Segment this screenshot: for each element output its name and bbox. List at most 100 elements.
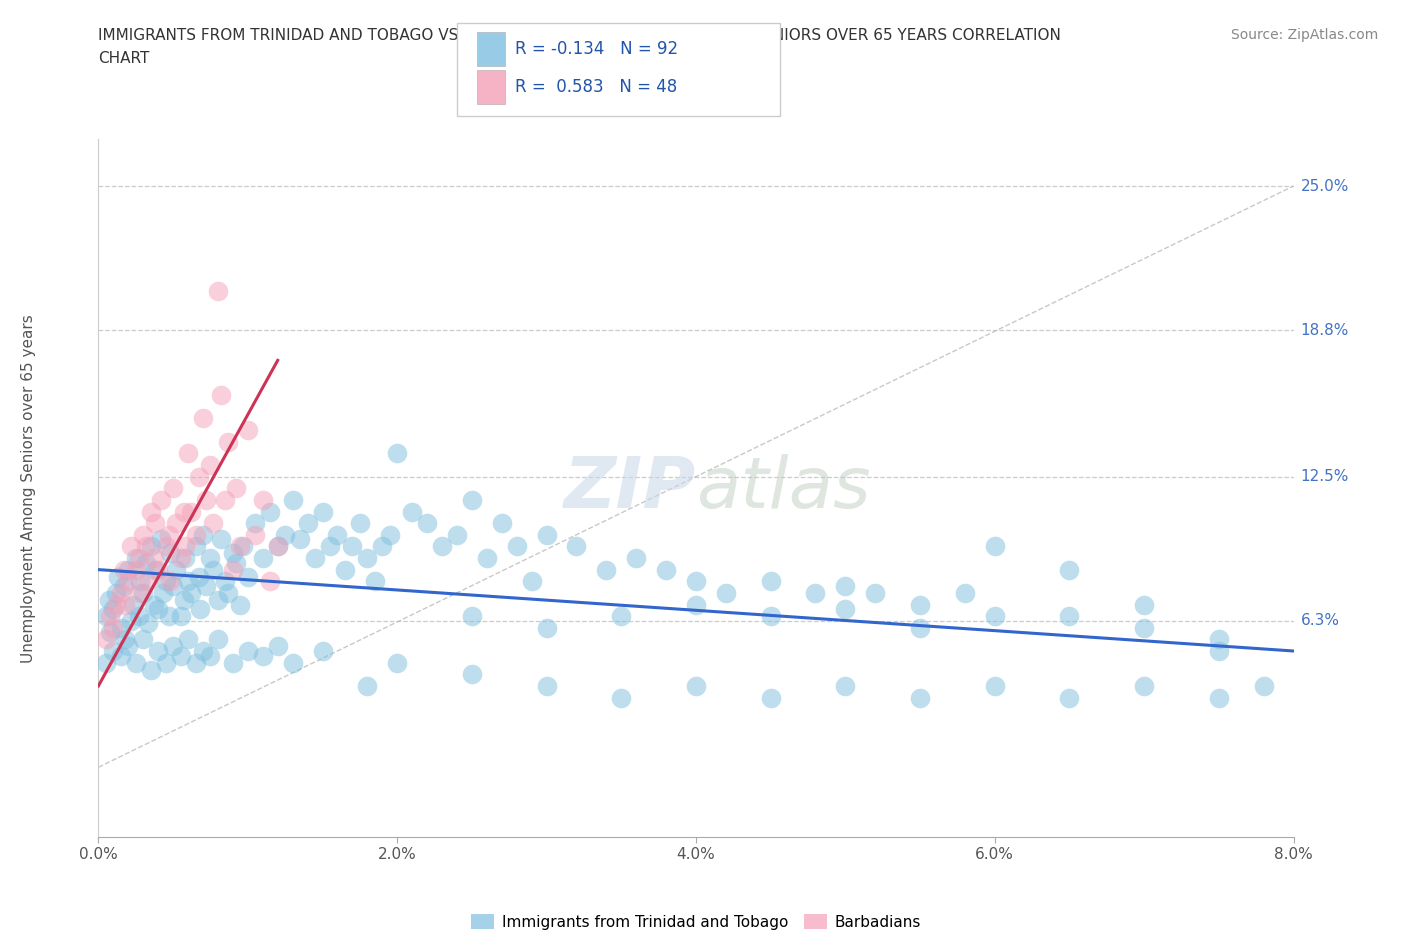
Point bbox=[1208, 644, 1230, 658]
Point bbox=[610, 690, 633, 705]
Point bbox=[685, 574, 707, 589]
Point bbox=[148, 562, 170, 577]
Point bbox=[288, 532, 311, 547]
Point bbox=[461, 609, 484, 624]
Point bbox=[188, 602, 211, 617]
Point bbox=[174, 551, 197, 565]
Point bbox=[624, 551, 647, 565]
Point bbox=[162, 481, 184, 496]
Point bbox=[759, 690, 782, 705]
Point bbox=[129, 574, 152, 589]
Point bbox=[207, 592, 229, 607]
Point bbox=[169, 609, 191, 624]
Point bbox=[139, 539, 162, 554]
Point bbox=[225, 481, 247, 496]
Point bbox=[177, 632, 200, 647]
Point bbox=[333, 562, 356, 577]
Point bbox=[155, 574, 177, 589]
Point bbox=[191, 411, 214, 426]
Point bbox=[207, 632, 229, 647]
Point bbox=[159, 546, 181, 561]
Point bbox=[491, 515, 513, 530]
Point bbox=[132, 527, 155, 542]
Point bbox=[378, 527, 401, 542]
Point bbox=[214, 493, 236, 508]
Point bbox=[103, 620, 125, 635]
Point bbox=[281, 655, 304, 670]
Point bbox=[117, 562, 139, 577]
Point bbox=[416, 515, 439, 530]
Point bbox=[169, 551, 191, 565]
Point bbox=[159, 574, 181, 589]
Point bbox=[110, 620, 132, 635]
Point bbox=[371, 539, 394, 554]
Text: ZIP: ZIP bbox=[564, 454, 696, 523]
Point bbox=[110, 586, 132, 601]
Point bbox=[173, 504, 195, 519]
Point bbox=[1208, 632, 1230, 647]
Point bbox=[103, 644, 125, 658]
Point bbox=[259, 504, 281, 519]
Point bbox=[135, 555, 157, 570]
Point bbox=[908, 690, 931, 705]
Point bbox=[1133, 620, 1156, 635]
Text: 12.5%: 12.5% bbox=[1301, 469, 1348, 485]
Point bbox=[267, 539, 290, 554]
Legend: Immigrants from Trinidad and Tobago, Barbadians: Immigrants from Trinidad and Tobago, Bar… bbox=[465, 908, 927, 930]
Point bbox=[194, 578, 217, 593]
Point bbox=[834, 578, 856, 593]
Point bbox=[983, 679, 1005, 694]
Point bbox=[142, 597, 165, 612]
Point bbox=[356, 679, 378, 694]
Text: R = -0.134   N = 92: R = -0.134 N = 92 bbox=[515, 40, 678, 59]
Point bbox=[1133, 597, 1156, 612]
Point bbox=[1059, 562, 1081, 577]
Point bbox=[114, 597, 136, 612]
Point bbox=[385, 655, 409, 670]
Point bbox=[319, 539, 342, 554]
Point bbox=[214, 574, 236, 589]
Point bbox=[401, 504, 423, 519]
Point bbox=[174, 539, 197, 554]
Point bbox=[863, 586, 886, 601]
Point bbox=[245, 527, 267, 542]
Point bbox=[152, 586, 174, 601]
Point bbox=[536, 527, 558, 542]
Point bbox=[461, 493, 484, 508]
Point bbox=[207, 283, 229, 298]
Point bbox=[281, 493, 304, 508]
Text: 18.8%: 18.8% bbox=[1301, 323, 1348, 338]
Text: CHART: CHART bbox=[98, 51, 150, 66]
Point bbox=[139, 662, 162, 677]
Point bbox=[114, 632, 136, 647]
Text: 6.3%: 6.3% bbox=[1301, 613, 1340, 629]
Point bbox=[135, 539, 157, 554]
Point bbox=[107, 569, 129, 584]
Point bbox=[148, 602, 170, 617]
Point bbox=[112, 578, 135, 593]
Point bbox=[714, 586, 737, 601]
Point bbox=[430, 539, 453, 554]
Point bbox=[187, 569, 209, 584]
Point bbox=[236, 569, 259, 584]
Point bbox=[129, 586, 152, 601]
Point bbox=[184, 539, 207, 554]
Point bbox=[804, 586, 827, 601]
Point bbox=[259, 574, 281, 589]
Point bbox=[506, 539, 529, 554]
Point bbox=[834, 679, 856, 694]
Point bbox=[157, 527, 180, 542]
Point bbox=[1208, 690, 1230, 705]
Point bbox=[177, 445, 200, 460]
Point bbox=[121, 597, 143, 612]
Point bbox=[105, 586, 128, 601]
Text: Source: ZipAtlas.com: Source: ZipAtlas.com bbox=[1230, 28, 1378, 42]
Point bbox=[180, 504, 202, 519]
Point bbox=[217, 434, 239, 449]
Point bbox=[202, 515, 225, 530]
Point bbox=[349, 515, 371, 530]
Point bbox=[209, 388, 232, 403]
Point bbox=[475, 551, 498, 565]
Point bbox=[143, 515, 166, 530]
Point bbox=[132, 632, 155, 647]
